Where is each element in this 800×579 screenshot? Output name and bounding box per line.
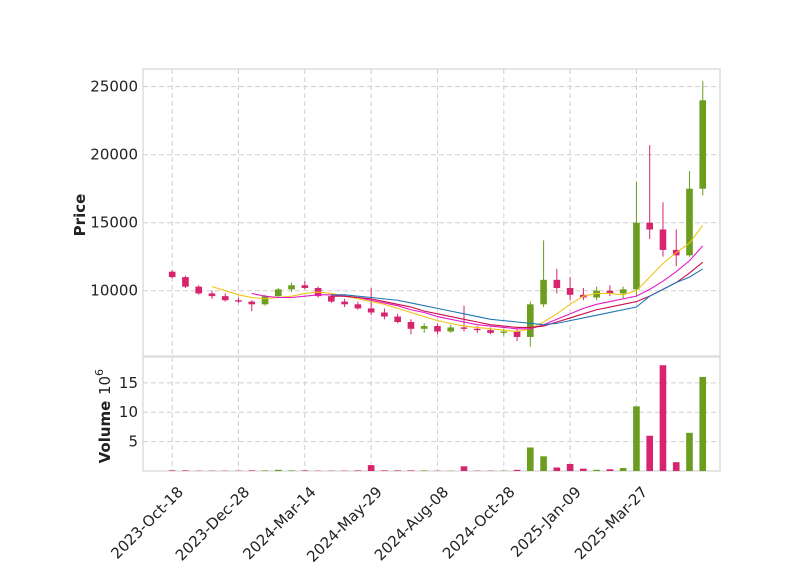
candle-body (540, 280, 547, 304)
y-axis-label: Price (71, 194, 89, 237)
candle-body (646, 223, 653, 230)
candle-body (302, 285, 309, 288)
candle-body (487, 330, 494, 333)
volume-bar (421, 470, 428, 471)
volume-bar (302, 470, 309, 471)
volume-bar (620, 468, 627, 471)
volume-bar (288, 470, 295, 471)
volume-bar (593, 470, 600, 471)
volume-bar (686, 433, 693, 471)
candle-body (447, 327, 454, 331)
candle-body (195, 287, 202, 294)
volume-bar (646, 436, 653, 471)
volume-tick-label: 10 (119, 403, 138, 421)
volume-bar (633, 406, 640, 471)
candle-body (421, 326, 428, 329)
candle-body (554, 280, 561, 288)
candle-body (527, 304, 534, 337)
volume-bar (248, 470, 255, 471)
candle-body (169, 272, 176, 277)
volume-offset: 106 (93, 369, 114, 395)
moving-average-line (212, 225, 703, 331)
volume-bar (554, 467, 561, 471)
candle-body (262, 296, 269, 304)
moving-average-line (331, 262, 702, 327)
volume-bar (368, 465, 375, 471)
candle-body (235, 300, 242, 301)
candle-body (288, 285, 295, 289)
candle-body (500, 332, 507, 333)
volume-bar (514, 470, 521, 471)
volume-bar (660, 365, 667, 471)
offset-exponent: 6 (93, 369, 106, 376)
candle-body (567, 288, 574, 295)
y-tick-label: 10000 (90, 282, 138, 300)
volume-bar (673, 462, 680, 471)
candle-body (275, 289, 282, 296)
offset-base: 10 (96, 376, 114, 395)
candle-body (474, 329, 481, 330)
candle-body (620, 289, 627, 293)
y-tick-label: 15000 (90, 214, 138, 232)
candle-body (514, 332, 521, 337)
candle-body (182, 277, 189, 287)
candle-body (633, 223, 640, 290)
candle-body (209, 293, 216, 296)
volume-bar (580, 469, 587, 471)
volume-bar (461, 466, 468, 471)
volume-bar (607, 469, 614, 471)
candle-body (381, 312, 388, 316)
volume-bar (355, 470, 362, 471)
candle-body (434, 326, 441, 331)
y-tick-label: 20000 (90, 146, 138, 164)
candle-body (408, 322, 415, 329)
candle-body (461, 327, 468, 328)
candle-body (328, 296, 335, 301)
volume-bar (275, 470, 282, 471)
volume-bar (169, 470, 176, 471)
volume-bar (567, 464, 574, 471)
volume-bar (408, 470, 415, 471)
volume-bar (182, 470, 189, 471)
volume-bar (527, 447, 534, 471)
candle-body (394, 317, 401, 322)
volume-bar (381, 470, 388, 471)
volume-bar (540, 456, 547, 471)
candle-body (699, 100, 706, 188)
candle-body (222, 296, 229, 300)
volume-axis-label: Volume (96, 401, 114, 464)
volume-bar (394, 470, 401, 471)
volume-tick-label: 5 (128, 433, 138, 451)
y-tick-label: 25000 (90, 78, 138, 96)
candle-body (248, 302, 255, 305)
volume-bar (699, 377, 706, 471)
volume-tick-label: 15 (119, 374, 138, 392)
volume-bar (262, 470, 269, 471)
candle-body (355, 304, 362, 308)
candle-body (341, 302, 348, 305)
candle-body (368, 308, 375, 312)
candle-body (660, 230, 667, 250)
